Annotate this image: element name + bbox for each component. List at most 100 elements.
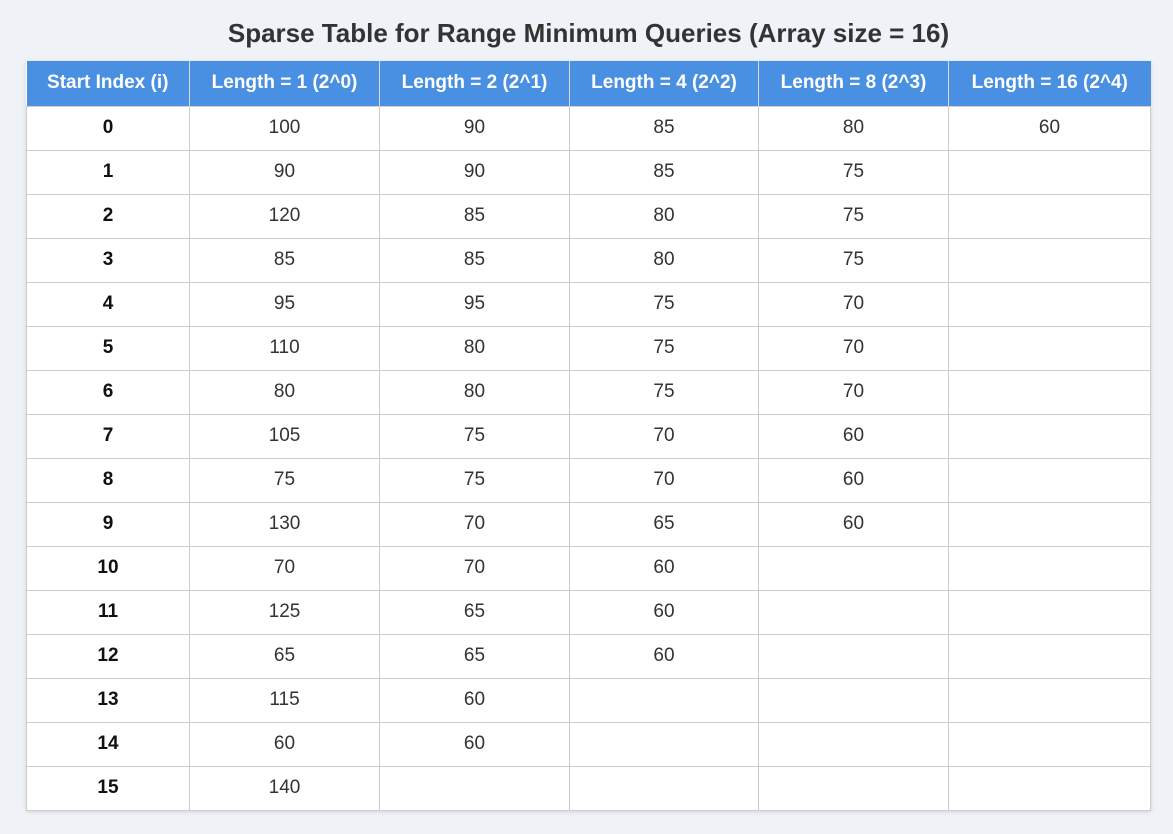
length-16-cell xyxy=(948,501,1151,547)
length-1-cell: 80 xyxy=(189,369,380,415)
length-4-cell: 80 xyxy=(569,193,759,239)
table-header: Start Index (i) Length = 1 (2^0) Length … xyxy=(26,61,1151,107)
length-1-cell: 70 xyxy=(189,545,380,591)
start-index-cell: 7 xyxy=(26,413,190,459)
length-8-cell xyxy=(758,677,949,723)
length-4-cell: 70 xyxy=(569,413,759,459)
length-1-cell: 85 xyxy=(189,237,380,283)
start-index-cell: 4 xyxy=(26,281,190,327)
length-16-cell xyxy=(948,281,1151,327)
length-16-cell xyxy=(948,149,1151,195)
length-2-cell: 60 xyxy=(379,677,570,723)
header-row: Start Index (i) Length = 1 (2^0) Length … xyxy=(26,61,1151,107)
length-2-cell xyxy=(379,765,570,811)
length-1-cell: 140 xyxy=(189,765,380,811)
length-2-cell: 75 xyxy=(379,413,570,459)
length-8-cell: 60 xyxy=(758,501,949,547)
column-header-length-8: Length = 8 (2^3) xyxy=(758,61,949,107)
start-index-cell: 1 xyxy=(26,149,190,195)
length-16-cell: 60 xyxy=(948,105,1151,151)
length-1-cell: 110 xyxy=(189,325,380,371)
column-header-length-1: Length = 1 (2^0) xyxy=(189,61,380,107)
length-1-cell: 75 xyxy=(189,457,380,503)
length-2-cell: 80 xyxy=(379,325,570,371)
start-index-cell: 6 xyxy=(26,369,190,415)
table-row: 8 75 75 70 60 xyxy=(26,457,1151,503)
length-8-cell xyxy=(758,765,949,811)
length-4-cell xyxy=(569,765,759,811)
chart-title: Sparse Table for Range Minimum Queries (… xyxy=(227,18,950,48)
length-1-cell: 125 xyxy=(189,589,380,635)
table-row: 15 140 xyxy=(26,765,1151,811)
length-4-cell xyxy=(569,721,759,767)
start-index-cell: 5 xyxy=(26,325,190,371)
length-1-cell: 115 xyxy=(189,677,380,723)
length-16-cell xyxy=(948,193,1151,239)
table-row: 4 95 95 75 70 xyxy=(26,281,1151,327)
length-1-cell: 130 xyxy=(189,501,380,547)
length-1-cell: 100 xyxy=(189,105,380,151)
table-row: 0 100 90 85 80 60 xyxy=(26,105,1151,151)
column-header-length-4: Length = 4 (2^2) xyxy=(569,61,759,107)
length-16-cell xyxy=(948,325,1151,371)
length-2-cell: 90 xyxy=(379,149,570,195)
length-16-cell xyxy=(948,765,1151,811)
length-1-cell: 120 xyxy=(189,193,380,239)
start-index-cell: 13 xyxy=(26,677,190,723)
table-row: 7 105 75 70 60 xyxy=(26,413,1151,459)
length-1-cell: 95 xyxy=(189,281,380,327)
table-row: 14 60 60 xyxy=(26,721,1151,767)
start-index-cell: 0 xyxy=(26,105,190,151)
length-4-cell: 75 xyxy=(569,369,759,415)
start-index-cell: 14 xyxy=(26,721,190,767)
column-header-start-index: Start Index (i) xyxy=(26,61,190,107)
length-16-cell xyxy=(948,545,1151,591)
start-index-cell: 8 xyxy=(26,457,190,503)
length-2-cell: 70 xyxy=(379,501,570,547)
length-4-cell: 60 xyxy=(569,589,759,635)
column-header-length-16: Length = 16 (2^4) xyxy=(948,61,1151,107)
length-8-cell xyxy=(758,633,949,679)
start-index-cell: 12 xyxy=(26,633,190,679)
table-row: 10 70 70 60 xyxy=(26,545,1151,591)
length-8-cell xyxy=(758,545,949,591)
sparse-table: Start Index (i) Length = 1 (2^0) Length … xyxy=(26,61,1151,811)
length-8-cell: 75 xyxy=(758,237,949,283)
length-8-cell: 70 xyxy=(758,325,949,371)
length-16-cell xyxy=(948,237,1151,283)
length-2-cell: 90 xyxy=(379,105,570,151)
length-1-cell: 60 xyxy=(189,721,380,767)
length-16-cell xyxy=(948,457,1151,503)
length-8-cell: 70 xyxy=(758,281,949,327)
length-4-cell: 75 xyxy=(569,325,759,371)
length-4-cell: 75 xyxy=(569,281,759,327)
length-2-cell: 85 xyxy=(379,237,570,283)
length-2-cell: 60 xyxy=(379,721,570,767)
length-4-cell: 60 xyxy=(569,633,759,679)
length-2-cell: 65 xyxy=(379,589,570,635)
length-2-cell: 80 xyxy=(379,369,570,415)
table-row: 1 90 90 85 75 xyxy=(26,149,1151,195)
start-index-cell: 3 xyxy=(26,237,190,283)
length-8-cell: 60 xyxy=(758,457,949,503)
length-4-cell: 85 xyxy=(569,149,759,195)
table-body: 0 100 90 85 80 60 1 90 90 85 75 2 120 85 80 75 3 85 85 80 75… xyxy=(26,105,1151,811)
length-2-cell: 95 xyxy=(379,281,570,327)
length-2-cell: 70 xyxy=(379,545,570,591)
length-1-cell: 90 xyxy=(189,149,380,195)
length-4-cell: 80 xyxy=(569,237,759,283)
length-16-cell xyxy=(948,677,1151,723)
length-16-cell xyxy=(948,369,1151,415)
length-1-cell: 105 xyxy=(189,413,380,459)
table-row: 5 110 80 75 70 xyxy=(26,325,1151,371)
table-row: 3 85 85 80 75 xyxy=(26,237,1151,283)
start-index-cell: 11 xyxy=(26,589,190,635)
start-index-cell: 10 xyxy=(26,545,190,591)
length-8-cell: 75 xyxy=(758,149,949,195)
start-index-cell: 15 xyxy=(26,765,190,811)
length-4-cell: 65 xyxy=(569,501,759,547)
length-8-cell xyxy=(758,721,949,767)
length-16-cell xyxy=(948,413,1151,459)
length-8-cell: 70 xyxy=(758,369,949,415)
length-16-cell xyxy=(948,721,1151,767)
